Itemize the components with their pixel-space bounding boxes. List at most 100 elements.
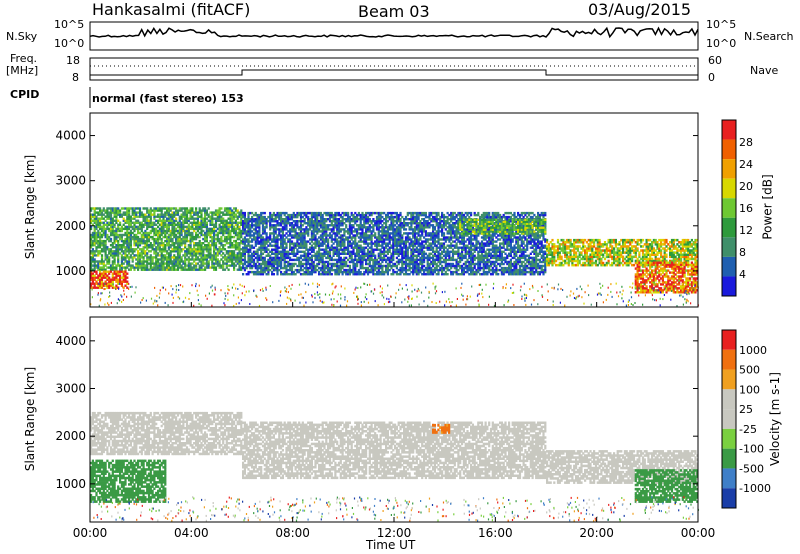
data-cell [97, 260, 100, 263]
data-cell [254, 266, 257, 270]
data-cell [178, 227, 181, 231]
data-cell [209, 266, 212, 269]
data-cell [222, 264, 225, 267]
data-cell [109, 250, 113, 253]
data-cell [272, 234, 275, 237]
data-cell [274, 226, 277, 229]
data-cell [147, 239, 151, 243]
data-cell [162, 264, 165, 267]
data-cell [292, 242, 295, 245]
data-cell [238, 229, 241, 233]
data-cell [399, 218, 402, 221]
data-cell [151, 223, 154, 226]
data-cell [280, 230, 283, 233]
data-cell [278, 258, 281, 262]
data-cell [128, 239, 131, 243]
data-cell [155, 264, 158, 267]
data-cell [238, 266, 241, 269]
data-cell [238, 233, 241, 237]
data-cell [218, 223, 221, 226]
data-cell [198, 242, 201, 245]
data-cell [124, 270, 127, 273]
data-cell [247, 260, 250, 264]
data-cell [238, 250, 241, 253]
data-cell [233, 250, 236, 253]
data-cell [178, 262, 181, 265]
data-cell [129, 248, 132, 251]
data-cell [175, 217, 178, 220]
data-cell [263, 238, 266, 241]
data-cell [196, 215, 199, 218]
data-cell [301, 236, 304, 239]
data-cell [256, 256, 259, 260]
data-cell [223, 221, 227, 224]
data-cell [214, 242, 218, 245]
data-cell [200, 219, 203, 222]
data-cell [113, 233, 116, 237]
data-cell [283, 246, 286, 249]
data-cell [111, 209, 114, 212]
data-cell [106, 262, 109, 265]
data-cell [111, 286, 114, 289]
data-cell [252, 238, 256, 241]
data-cell [296, 250, 299, 253]
data-cell [140, 266, 143, 269]
data-cell [296, 234, 299, 237]
data-cell [441, 220, 444, 223]
data-cell [162, 213, 165, 216]
data-cell [214, 254, 218, 257]
data-cell [242, 262, 245, 266]
data-cell [184, 207, 187, 210]
data-cell [229, 221, 232, 224]
data-cell [459, 273, 462, 276]
data-cell [243, 248, 246, 251]
data-cell [180, 223, 183, 226]
data-cell [100, 260, 104, 263]
data-cell [247, 220, 250, 223]
data-cell [247, 240, 250, 243]
data-cell [122, 217, 125, 220]
data-cell [209, 215, 212, 218]
data-cell [126, 239, 129, 243]
data-cell [218, 211, 221, 214]
data-cell [111, 211, 114, 214]
data-cell [169, 246, 172, 249]
data-cell [251, 266, 254, 270]
data-cell [303, 230, 306, 233]
data-cell [164, 235, 167, 239]
data-cell [403, 256, 406, 260]
data-cell [383, 246, 386, 249]
data-cell [95, 266, 98, 269]
data-cell [249, 226, 252, 229]
data-cell [173, 254, 176, 257]
data-cell [222, 223, 225, 226]
data-cell [171, 264, 174, 267]
data-cell [261, 244, 265, 247]
data-cell [272, 240, 275, 243]
data-cell [176, 209, 180, 212]
data-cell [267, 270, 270, 274]
data-cell [261, 268, 265, 272]
data-cell [169, 268, 172, 271]
data-cell [93, 209, 96, 212]
data-cell [122, 223, 125, 226]
data-cell [292, 211, 295, 215]
data-cell [158, 213, 161, 216]
data-cell [93, 268, 96, 271]
data-cell [216, 219, 219, 222]
data-cell [113, 286, 116, 289]
data-cell [280, 250, 283, 253]
data-cell [129, 231, 132, 235]
data-cell [144, 215, 147, 218]
data-cell [97, 276, 100, 279]
data-cell [160, 264, 163, 267]
data-cell [298, 236, 301, 239]
data-cell [276, 234, 279, 237]
data-cell [93, 264, 96, 267]
data-cell [243, 213, 246, 217]
data-cell [93, 225, 96, 229]
data-cell [234, 256, 237, 259]
data-cell [245, 226, 248, 229]
data-cell [234, 264, 237, 267]
data-cell [247, 258, 250, 262]
